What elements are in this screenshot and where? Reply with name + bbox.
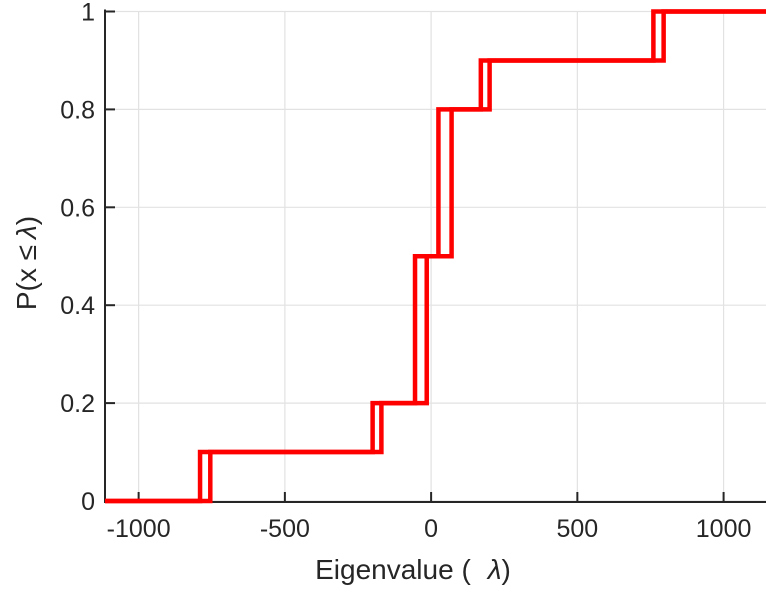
x-axis-label-close-paren: )	[501, 554, 511, 585]
x-tick-label: 0	[424, 515, 438, 543]
y-tick-label: 0	[81, 488, 95, 516]
x-tick-label: -1000	[107, 515, 171, 543]
x-axis-label-text: Eigenvalue (	[315, 554, 471, 585]
y-tick-label: 0.6	[60, 194, 95, 222]
y-tick-label: 0.2	[60, 390, 95, 418]
axes	[104, 9, 766, 503]
lambda-symbol-y: λ	[11, 225, 42, 239]
y-tick-label: 0.4	[60, 292, 95, 320]
ecdf-curve-2	[105, 9, 766, 504]
y-axis-label: P(x ≤ λ)	[11, 216, 43, 310]
tick-labels: -1000 -500 0 500 1000 0 0.2 0.4 0.6 0.8 1	[60, 0, 751, 543]
lambda-symbol-x: λ	[487, 554, 502, 585]
ecdf-curves	[105, 9, 766, 504]
x-tick-label: 500	[556, 515, 598, 543]
x-tick-label: 1000	[696, 515, 752, 543]
x-tick-label: -500	[260, 515, 310, 543]
x-axis-label: Eigenvalue ( λ)	[315, 554, 511, 586]
y-axis-label-close-paren: )	[11, 215, 42, 226]
y-tick-label: 1	[81, 0, 95, 27]
y-axis-label-text: P(x ≤	[11, 244, 42, 311]
y-tick-label: 0.8	[60, 96, 95, 124]
